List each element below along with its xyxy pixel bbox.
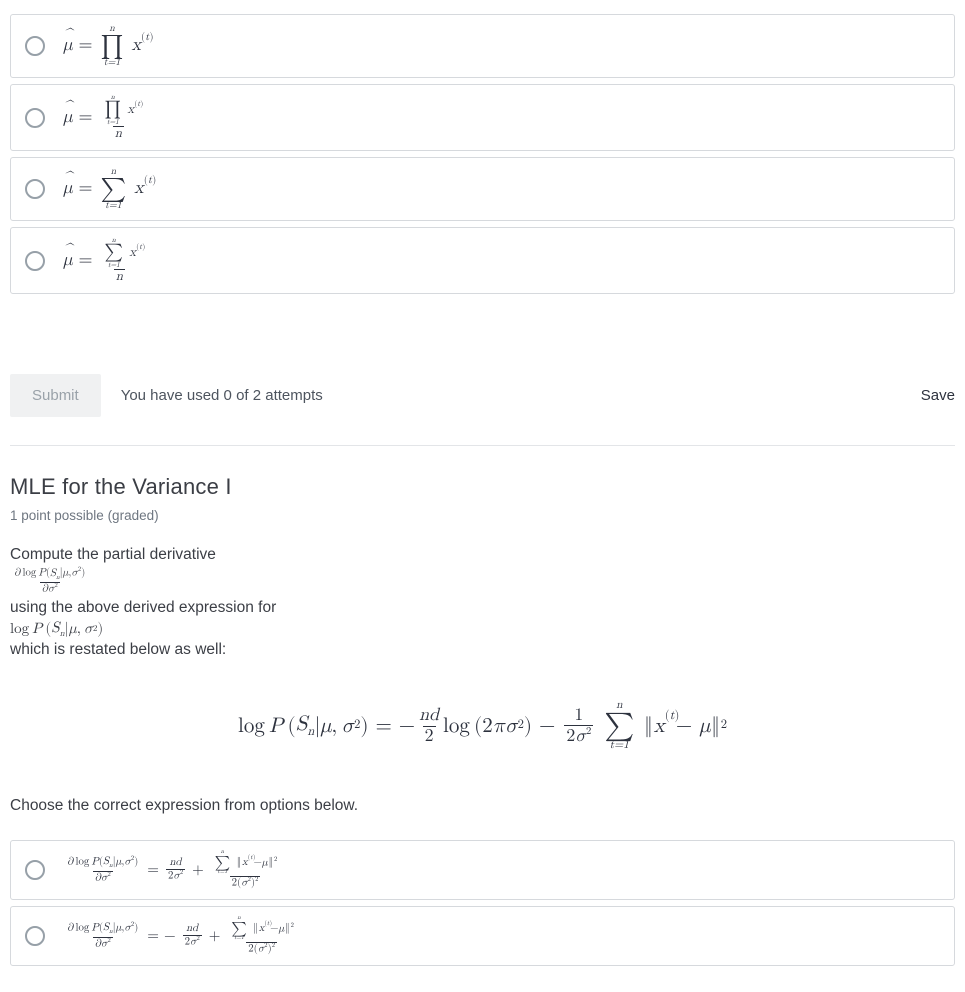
prose-middle: using the above derived expression for <box>10 599 276 616</box>
display-equation: log P (Sn|μ, σ2) = −nd2log (2πσ2) − 12σ2… <box>10 700 955 751</box>
radio-icon[interactable] <box>25 926 45 946</box>
attempts-text: You have used 0 of 2 attempts <box>121 387 323 404</box>
section-title: MLE for the Variance I <box>10 474 955 500</box>
q2-choice-2[interactable]: ∂ log P(Sn|μ,σ2)∂σ2 = − nd2σ2 + n∑t=1 x(… <box>10 906 955 966</box>
prose-prefix: Compute the partial derivative <box>10 546 216 563</box>
radio-icon[interactable] <box>25 36 45 56</box>
q1-opt4-math: μ = n∑t=1 x(t)n <box>63 237 140 284</box>
q2-opt2-math: ∂ log P(Sn|μ,σ2)∂σ2 = − nd2σ2 + n∑t=1 x(… <box>63 916 298 956</box>
prose-suffix: which is restated below as well: <box>10 641 226 658</box>
q1-opt2-math: μ = n∏t=1 x(t)n <box>63 94 138 141</box>
radio-icon[interactable] <box>25 251 45 271</box>
save-button[interactable]: Save <box>921 387 955 404</box>
q1-choice-2[interactable]: μ = n∏t=1 x(t)n <box>10 84 955 151</box>
q1-opt3-math: μ = n∑t=1 x(t) <box>63 167 144 211</box>
submit-button[interactable]: Submit <box>10 374 101 417</box>
q1-choice-3[interactable]: μ = n∑t=1 x(t) <box>10 157 955 221</box>
choose-text: Choose the correct expression from optio… <box>10 794 955 818</box>
submit-row: Submit You have used 0 of 2 attempts Sav… <box>10 374 955 417</box>
radio-icon[interactable] <box>25 860 45 880</box>
divider <box>10 445 955 446</box>
radio-icon[interactable] <box>25 179 45 199</box>
logp-inline: log P (Sn|μ, σ2) <box>10 620 955 639</box>
q2-opt1-math: ∂ log P(Sn|μ,σ2)∂σ2 = nd2σ2 + n∑t=1 x(t)… <box>63 850 281 890</box>
q1-choice-4[interactable]: μ = n∑t=1 x(t)n <box>10 227 955 294</box>
grade-info: 1 point possible (graded) <box>10 508 955 523</box>
q1-opt1-math: μ = n∏t=1 x(t) <box>63 24 141 68</box>
q2-choice-1[interactable]: ∂ log P(Sn|μ,σ2)∂σ2 = nd2σ2 + n∑t=1 x(t)… <box>10 840 955 900</box>
question-prose: Compute the partial derivative ∂ log P(S… <box>10 543 955 662</box>
deriv-inline: ∂ log P(Sn|μ,σ2)∂σ2 <box>10 567 955 595</box>
q1-choice-1[interactable]: μ = n∏t=1 x(t) <box>10 14 955 78</box>
radio-icon[interactable] <box>25 108 45 128</box>
